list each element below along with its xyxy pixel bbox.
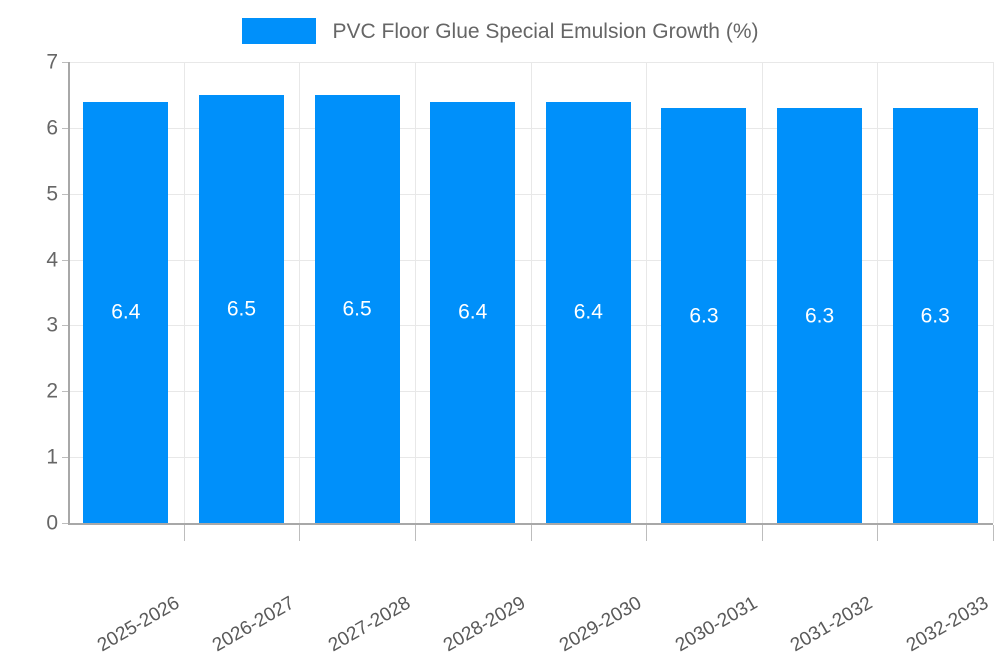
bar[interactable] <box>314 94 400 523</box>
gridline-horizontal <box>68 457 993 459</box>
x-axis-category-label: 2026-2027 <box>209 548 376 656</box>
y-axis-tick-mark <box>62 193 69 195</box>
gridline-vertical <box>531 62 532 523</box>
chart-legend: PVC Floor Glue Special Emulsion Growth (… <box>0 0 1000 62</box>
y-axis-tick-label: 4 <box>46 248 58 272</box>
bar[interactable] <box>892 108 978 523</box>
gridline-vertical <box>877 62 878 523</box>
y-axis-tick-label: 0 <box>46 511 58 535</box>
legend-label: PVC Floor Glue Special Emulsion Growth (… <box>332 19 759 43</box>
gridline-horizontal <box>68 127 993 129</box>
x-axis-category-label: 2029-2030 <box>556 548 723 656</box>
gridline-horizontal <box>68 62 993 63</box>
gridline-horizontal <box>68 193 993 195</box>
y-axis-tick-mark <box>62 457 69 459</box>
x-axis-tick-mark <box>762 525 763 541</box>
x-axis-category-label-text: 2026-2027 <box>209 592 299 656</box>
bar-value-label: 6.4 <box>458 300 488 324</box>
y-axis-tick-label: 3 <box>46 313 58 337</box>
bar-group[interactable]: 6.5 <box>198 62 284 523</box>
y-axis-tick-label: 5 <box>46 182 58 206</box>
bar-group[interactable]: 6.4 <box>83 62 169 523</box>
bar-value-label: 6.3 <box>804 304 835 328</box>
x-axis-category-label: 2032-2033 <box>903 548 1000 656</box>
bar[interactable] <box>83 101 169 523</box>
x-axis-tick-mark <box>184 525 185 541</box>
x-axis-category-label: 2030-2031 <box>672 548 839 656</box>
bar[interactable] <box>545 101 631 523</box>
bar-group[interactable]: 6.3 <box>661 62 747 523</box>
bar-group[interactable]: 6.5 <box>314 62 400 523</box>
y-axis-tick-label: 7 <box>46 50 58 74</box>
x-axis-category-label-text: 2025-2026 <box>93 592 183 656</box>
x-axis-line <box>68 523 993 525</box>
x-axis-category-label: 2028-2029 <box>440 548 608 656</box>
x-axis-category-label-text: 2028-2029 <box>440 592 530 656</box>
y-axis-line <box>68 62 70 524</box>
bar-group[interactable]: 6.3 <box>777 62 863 523</box>
y-axis-tick-label: 6 <box>46 116 58 140</box>
gridline-vertical <box>299 62 300 523</box>
x-axis-tick-mark <box>299 525 300 541</box>
x-axis-tick-mark <box>415 525 416 541</box>
bar-group[interactable]: 6.3 <box>892 62 978 523</box>
gridline-vertical <box>646 62 647 523</box>
x-axis-category-label-text: 2027-2028 <box>324 592 414 656</box>
x-axis-category-label-text: 2031-2032 <box>787 592 877 656</box>
gridline-vertical <box>184 62 185 523</box>
y-axis-tick-mark <box>62 391 69 393</box>
y-axis-ticks: 0 1 2 3 4 5 6 7 <box>0 0 69 600</box>
x-axis-tick-mark <box>993 525 994 541</box>
bar-value-label: 6.5 <box>342 297 372 321</box>
bar-group[interactable]: 6.4 <box>545 62 631 523</box>
gridline-horizontal <box>68 259 993 261</box>
legend-color-swatch <box>241 18 316 44</box>
bar-value-label: 6.5 <box>226 297 257 321</box>
bar[interactable] <box>198 94 284 523</box>
gridline-horizontal <box>68 391 993 393</box>
y-axis-tick-label: 2 <box>46 379 58 403</box>
x-axis-category-label: 2031-2032 <box>787 548 954 656</box>
gridline-vertical <box>993 62 994 523</box>
bar-value-label: 6.3 <box>920 304 950 328</box>
y-axis-tick-mark <box>62 127 69 129</box>
x-axis-category-label-text: 2032-2033 <box>902 592 993 656</box>
bar[interactable] <box>430 101 516 523</box>
x-axis-category-label: 2025-2026 <box>93 548 261 656</box>
y-axis-tick-mark <box>62 259 69 261</box>
x-axis-category-label: 2027-2028 <box>325 548 492 656</box>
gridline-vertical <box>415 62 416 523</box>
y-axis-tick-mark <box>62 62 69 63</box>
bar-value-label: 6.4 <box>111 300 141 324</box>
bar[interactable] <box>661 108 747 523</box>
x-axis-tick-mark <box>531 525 532 541</box>
x-axis-category-label-text: 2030-2031 <box>671 592 761 656</box>
bar-value-label: 6.3 <box>689 304 719 328</box>
plot-area: 6.4 6.5 6.5 6.4 6.4 6.3 6.3 6.3 <box>68 62 994 524</box>
gridline-horizontal <box>68 325 993 327</box>
y-axis-tick-label: 1 <box>46 445 58 469</box>
gridline-vertical <box>762 62 763 523</box>
y-axis-tick-mark <box>62 325 69 327</box>
x-axis-tick-mark <box>646 525 647 541</box>
x-axis-category-label-text: 2029-2030 <box>555 592 646 656</box>
bar[interactable] <box>777 108 863 523</box>
bar-group[interactable]: 6.4 <box>430 62 516 523</box>
bar-value-label: 6.4 <box>573 300 603 324</box>
x-axis-tick-mark <box>877 525 878 541</box>
y-axis-tick-mark <box>62 523 69 524</box>
